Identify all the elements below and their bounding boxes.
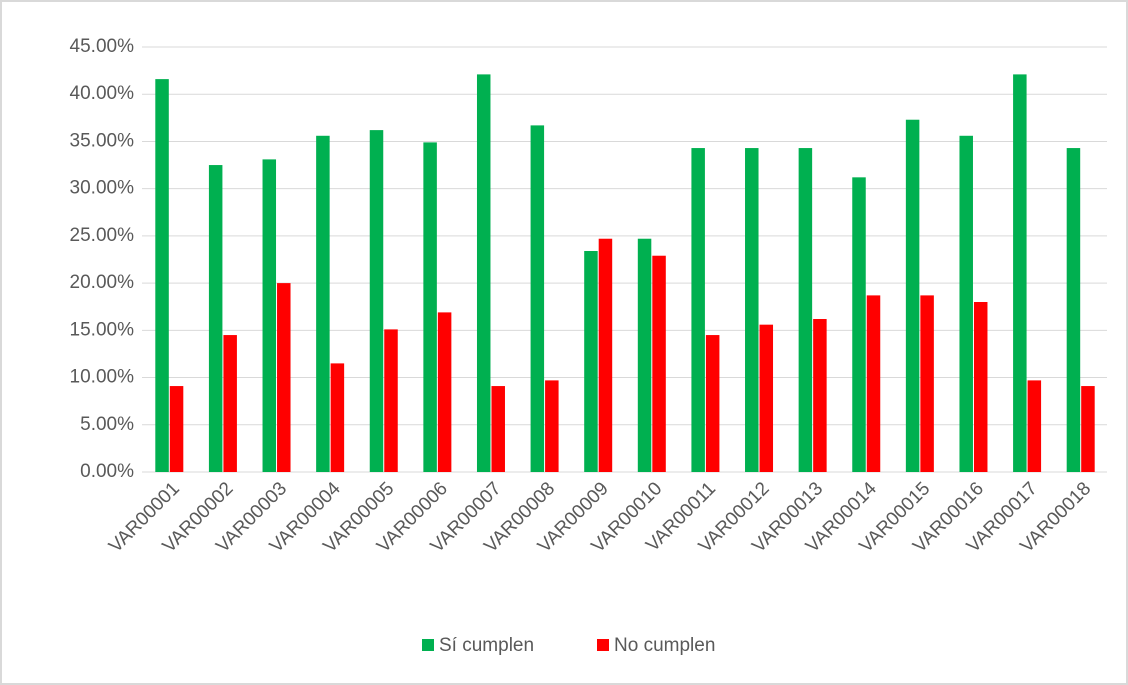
bar: [745, 148, 759, 473]
bar: [852, 177, 866, 473]
bar: [691, 148, 705, 473]
bar: [959, 135, 973, 472]
bar: [330, 363, 345, 472]
bar: [277, 283, 291, 472]
bar: [973, 302, 988, 472]
bar: [813, 319, 827, 472]
bar: [437, 312, 452, 472]
bar: [169, 386, 184, 472]
bar: [866, 295, 881, 472]
bar: [652, 255, 666, 472]
bar: [369, 130, 384, 472]
y-tick-label: 0.00%: [80, 461, 134, 482]
bar: [905, 119, 920, 472]
bar: [1066, 148, 1081, 473]
bar: [1013, 74, 1027, 472]
bar: [262, 159, 277, 472]
y-tick-label: 10.00%: [70, 367, 135, 388]
y-tick-label: 30.00%: [70, 178, 135, 199]
bar: [223, 335, 237, 472]
bar: [545, 380, 559, 472]
y-tick-label: 35.00%: [70, 130, 135, 151]
bar: [316, 135, 330, 472]
y-tick-label: 15.00%: [70, 319, 135, 340]
bar: [920, 295, 934, 472]
legend-label: Sí cumplen: [439, 635, 534, 656]
bar: [530, 125, 545, 472]
bar: [423, 142, 437, 472]
bar: [155, 79, 169, 472]
bar: [598, 238, 613, 472]
bar: [208, 165, 223, 473]
legend-swatch: [422, 639, 434, 651]
y-tick-label: 20.00%: [70, 272, 135, 293]
bar: [759, 324, 774, 472]
bar: [1081, 386, 1095, 472]
legend-label: No cumplen: [614, 635, 715, 656]
y-tick-label: 45.00%: [70, 36, 135, 57]
y-tick-label: 40.00%: [70, 83, 135, 104]
y-tick-label: 25.00%: [70, 225, 135, 246]
bar: [798, 148, 813, 473]
legend-swatch: [597, 639, 609, 651]
bar: [491, 386, 505, 472]
bar: [584, 251, 598, 472]
bar: [637, 238, 652, 472]
bar: [705, 335, 720, 472]
bar: [476, 74, 491, 472]
bar: [384, 329, 398, 472]
bar: [1027, 380, 1042, 472]
y-tick-label: 5.00%: [80, 414, 134, 435]
